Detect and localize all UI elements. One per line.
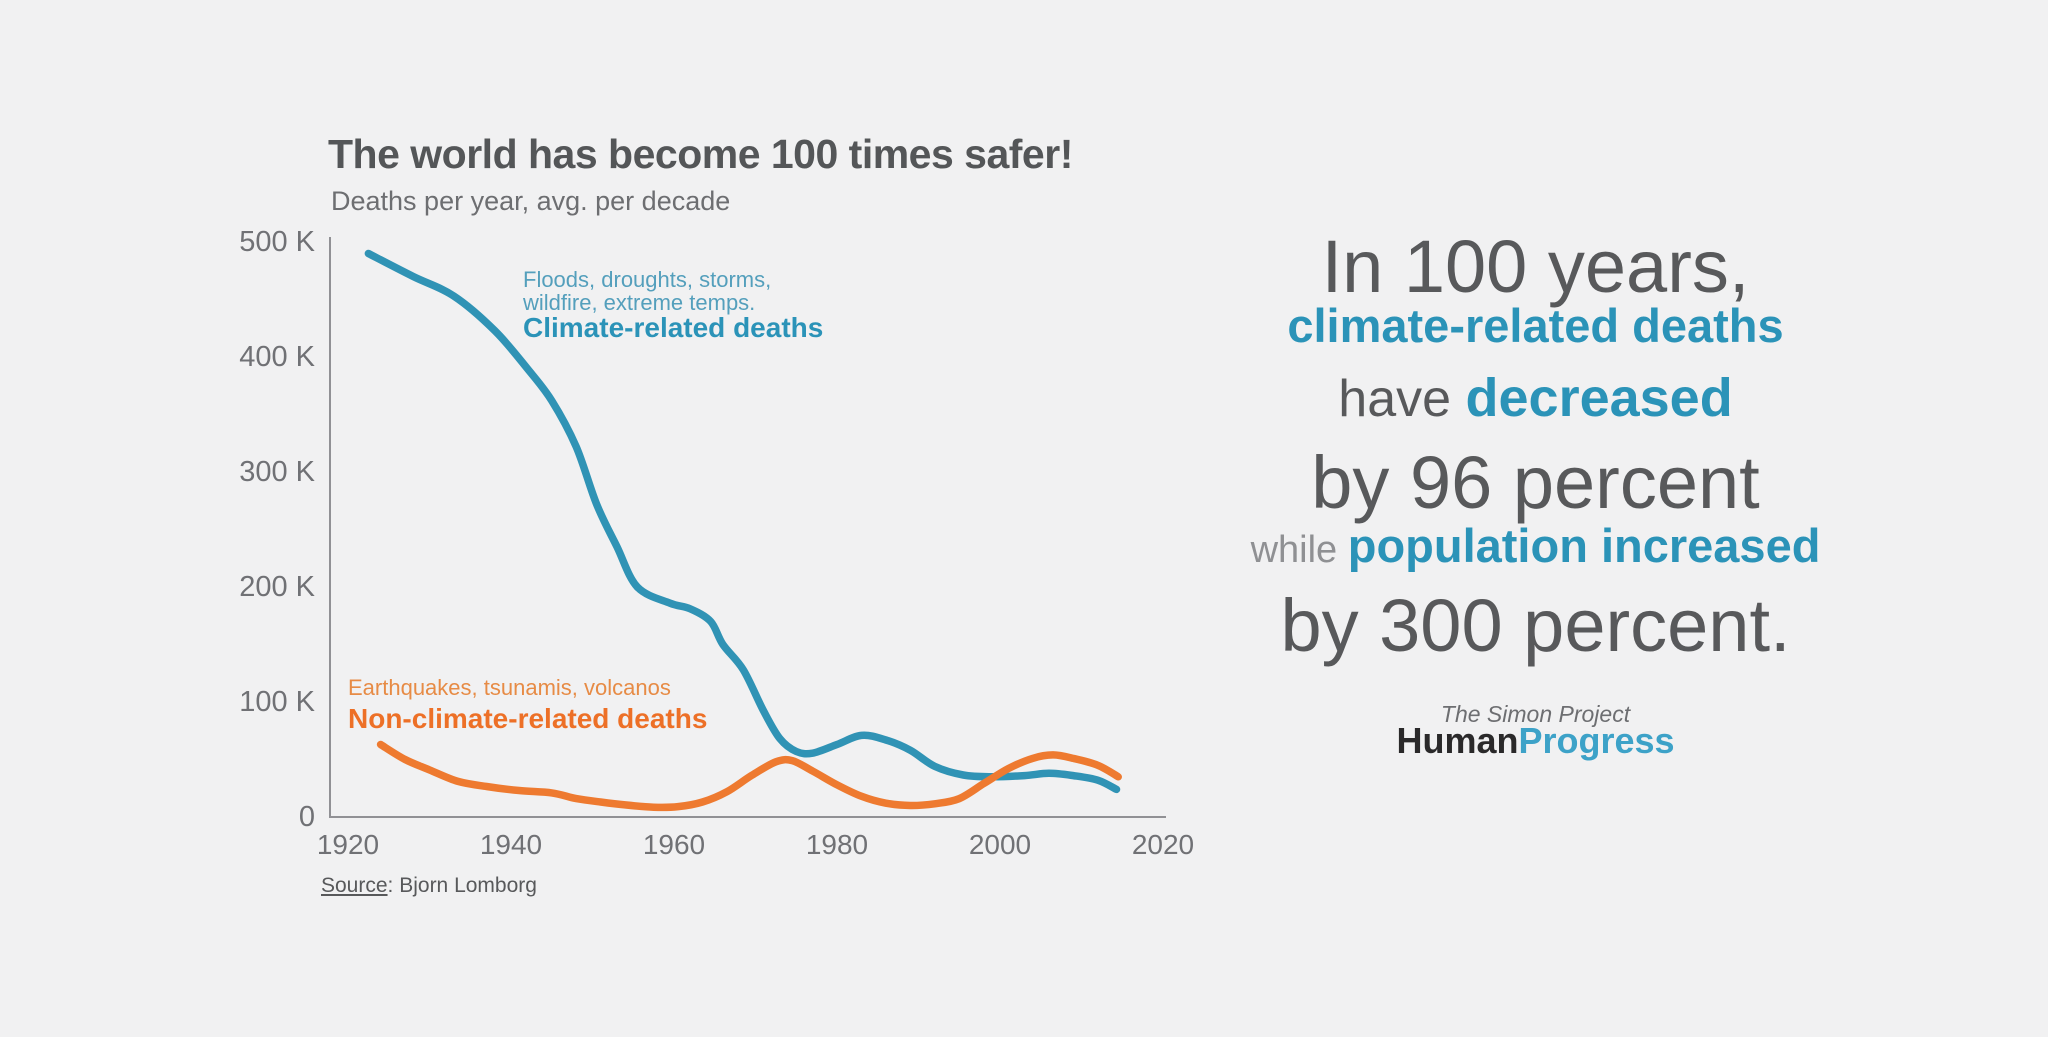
headline-have: have: [1338, 370, 1466, 428]
y-axis-tick-label: 400 K: [239, 341, 315, 373]
headline-in-100-years: In 100 years,: [1321, 225, 1750, 308]
x-axis-tick-label: 1960: [642, 829, 706, 860]
source-value: : Bjorn Lomborg: [387, 874, 537, 897]
x-axis-tick-label: 2000: [968, 829, 1032, 860]
climate-series-label: Climate-related deaths: [523, 312, 824, 343]
y-axis-tick-label: 100 K: [239, 686, 315, 718]
non-climate-series-label: Non-climate-related deaths: [348, 703, 708, 734]
x-axis-tick-label: 2020: [1131, 829, 1195, 860]
humanprogress-logo-progress: Progress: [1518, 720, 1675, 761]
x-axis-tick-label: 1920: [316, 829, 380, 860]
right-panel: In 100 years, climate-related deaths hav…: [1208, 0, 1863, 1037]
climate-series-note-line2: wildfire, extreme temps.: [523, 290, 756, 315]
headline-climate-related-deaths: climate-related deaths: [1287, 299, 1784, 352]
headline-by-96-percent: by 96 percent: [1311, 441, 1760, 524]
axis-lines: [329, 237, 1166, 818]
chart-subtitle: Deaths per year, avg. per decade: [331, 186, 731, 216]
x-axis-tick-label: 1980: [805, 829, 869, 860]
simon-project-label: The Simon Project: [1440, 701, 1631, 727]
humanprogress-logo-human: Human: [1396, 720, 1519, 761]
y-axis-tick-label: 200 K: [239, 571, 315, 603]
headline-while: while: [1250, 529, 1348, 571]
source-line: Source: Bjorn Lomborg: [321, 874, 537, 898]
y-axis-tick-label: 300 K: [239, 456, 315, 488]
headline-population-increased-text: population increased: [1347, 519, 1821, 572]
humanprogress-logo: HumanProgress: [1208, 723, 1863, 759]
source-label: Source: [321, 874, 388, 897]
headline-population-increased: while population increased: [1208, 522, 1863, 569]
y-axis-tick-label: 0: [298, 801, 315, 833]
climate-series-note-line1: Floods, droughts, storms,: [523, 267, 772, 292]
y-axis-tick-label: 500 K: [239, 226, 315, 258]
non-climate-deaths-line: [376, 740, 1122, 812]
chart-title: The world has become 100 times safer!: [328, 131, 1073, 177]
non-climate-series-note: Earthquakes, tsunamis, volcanos: [348, 675, 671, 700]
headline-decreased: decreased: [1465, 368, 1733, 428]
headline-have-decreased: have decreased: [1208, 371, 1863, 425]
headline-by-300-percent: by 300 percent.: [1280, 584, 1791, 667]
x-axis-tick-label: 1940: [479, 829, 543, 860]
